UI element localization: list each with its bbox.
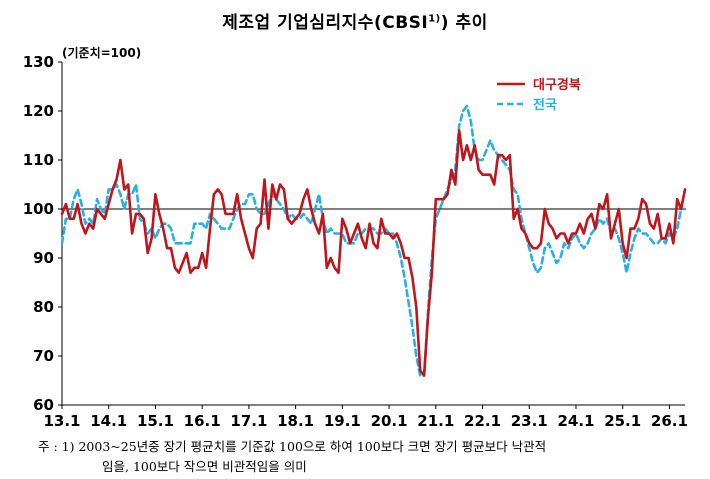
x-tick-label: 15.1 xyxy=(137,412,174,430)
chart-title: 제조업 기업심리지수(CBSI1)) 추이 xyxy=(0,8,710,33)
axis-layer: 60 70 80 90 100 110 120 130 13.1 14.1 15.1 16.1 17.1… xyxy=(23,53,688,430)
x-tick-label: 14.1 xyxy=(90,412,127,430)
x-tick-label: 16.1 xyxy=(184,412,221,430)
y-tick-label: 60 xyxy=(33,396,54,414)
y-tick-label: 130 xyxy=(23,53,54,71)
x-tick-label: 26.1 xyxy=(651,412,688,430)
series-line-national xyxy=(60,104,687,377)
y-tick-label: 90 xyxy=(33,249,54,267)
legend-label: 전국 xyxy=(533,97,557,113)
footnote: 주 : 1) 2003~25년중 장기 평균치를 기준값 100으로 하여 10… xyxy=(38,437,698,477)
x-tick-label: 18.1 xyxy=(277,412,314,430)
footnote-line-2: 임을, 100보다 작으면 비관적임을 의미 xyxy=(102,459,307,474)
x-tick-label: 21.1 xyxy=(417,412,454,430)
series-layer xyxy=(60,104,687,377)
unit-label: (기준치=100) xyxy=(62,46,142,60)
y-tick-label: 80 xyxy=(33,298,54,316)
x-tick-label: 13.1 xyxy=(43,412,80,430)
footnote-line-1: 주 : 1) 2003~25년중 장기 평균치를 기준값 100으로 하여 10… xyxy=(38,439,547,454)
chart-title-text: 제조업 기업심리지수(CBSI xyxy=(222,13,429,33)
x-tick-label: 22.1 xyxy=(464,412,501,430)
y-tick-label: 100 xyxy=(23,200,54,218)
y-tick-label: 70 xyxy=(33,347,54,365)
x-tick-label: 20.1 xyxy=(371,412,408,430)
x-tick-label: 19.1 xyxy=(324,412,361,430)
y-tick-label: 110 xyxy=(23,151,54,169)
y-tick-label: 120 xyxy=(23,102,54,120)
x-tick-label: 24.1 xyxy=(557,412,594,430)
chart-title-tail: ) 추이 xyxy=(440,13,488,33)
x-tick-label: 25.1 xyxy=(604,412,641,430)
legend-label: 대구경북 xyxy=(533,77,581,93)
series-line-daegu xyxy=(60,129,687,377)
x-tick-label: 17.1 xyxy=(230,412,267,430)
x-tick-label: 23.1 xyxy=(511,412,548,430)
chart-title-superscript: 1) xyxy=(428,13,441,25)
